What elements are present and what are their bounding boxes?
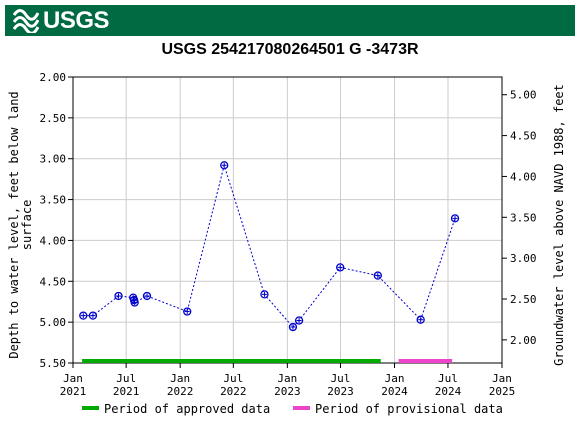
left-y-axis: 2.00 2.50 3.00 3.50 4.00 4.50 5.00 5.50 xyxy=(40,71,73,370)
data-point xyxy=(79,311,88,320)
approval-periods xyxy=(82,359,453,363)
data-point-ring xyxy=(288,322,298,332)
usgs-header-bar: USGS xyxy=(5,5,575,36)
data-point-ring xyxy=(416,315,425,324)
data-point-ring xyxy=(88,311,98,320)
data-point-ring xyxy=(373,271,382,280)
x-tick-year: 2023 xyxy=(327,385,354,398)
x-tick-month: Jan xyxy=(492,372,512,385)
data-point-ring xyxy=(450,214,460,223)
right-tick-label: 4.00 xyxy=(510,170,537,183)
left-tick-label: 3.00 xyxy=(40,153,67,166)
data-point-ring xyxy=(260,290,269,299)
x-tick-month: Jan xyxy=(385,372,405,385)
x-tick-year: 2021 xyxy=(113,385,140,398)
x-tick-year: 2023 xyxy=(274,385,301,398)
approval-period-bar xyxy=(398,359,453,363)
data-series xyxy=(79,161,460,332)
x-tick-year: 2021 xyxy=(60,385,87,398)
legend-label: Period of provisional data xyxy=(315,402,503,416)
chart-title: USGS 254217080264501 G -3473R xyxy=(161,41,419,58)
data-point xyxy=(373,271,382,280)
x-tick-year: 2024 xyxy=(435,385,462,398)
x-tick-year: 2022 xyxy=(220,385,247,398)
data-point-ring xyxy=(114,291,123,301)
x-tick-year: 2022 xyxy=(167,385,194,398)
usgs-logo-text: USGS xyxy=(43,7,110,34)
x-tick-month: Jul xyxy=(438,372,458,385)
right-tick-label: 3.50 xyxy=(510,211,537,224)
usgs-logo[interactable]: USGS xyxy=(13,7,110,34)
left-tick-label: 4.50 xyxy=(40,275,67,288)
x-tick-month: Jan xyxy=(277,372,297,385)
usgs-wave-icon xyxy=(13,9,39,33)
x-tick-month: Jan xyxy=(170,372,190,385)
right-tick-label: 3.00 xyxy=(510,252,537,265)
data-point-ring xyxy=(294,316,304,325)
left-tick-label: 3.50 xyxy=(40,194,67,207)
y-axis-label-right: Groundwater level above NAVD 1988, feet xyxy=(552,84,566,366)
data-point-ring xyxy=(130,298,139,307)
legend-swatch xyxy=(293,406,310,410)
data-point xyxy=(220,161,229,170)
data-point xyxy=(336,263,345,272)
data-point xyxy=(260,290,269,299)
right-tick-label: 5.00 xyxy=(510,89,537,102)
x-tick-year: 2024 xyxy=(381,385,408,398)
x-tick-year: 2025 xyxy=(489,385,516,398)
y-axis-label-left-line1: Depth to water level, feet below land xyxy=(7,91,21,358)
data-point-ring xyxy=(142,291,152,301)
right-y-axis: 2.00 2.50 3.00 3.50 4.00 4.50 5.00 xyxy=(502,89,537,347)
legend-label: Period of approved data xyxy=(104,402,270,416)
data-point-ring xyxy=(220,161,229,170)
approval-period-bar xyxy=(82,359,381,363)
legend-swatch xyxy=(82,406,99,410)
x-tick-month: Jan xyxy=(63,372,83,385)
right-tick-label: 2.00 xyxy=(510,334,537,347)
legend: Period of approved data Period of provisi… xyxy=(82,402,503,416)
data-point xyxy=(114,291,123,301)
data-point-ring xyxy=(336,263,345,272)
right-tick-label: 4.50 xyxy=(510,130,537,143)
left-tick-label: 2.00 xyxy=(40,71,67,84)
data-point xyxy=(288,322,298,332)
x-tick-month: Jul xyxy=(223,372,243,385)
left-tick-label: 4.00 xyxy=(40,234,67,247)
data-point xyxy=(142,291,152,301)
data-point xyxy=(416,315,425,324)
data-point xyxy=(88,311,98,320)
x-tick-month: Jul xyxy=(331,372,351,385)
left-tick-label: 5.50 xyxy=(40,357,67,370)
x-axis: Jan2021Jul2021Jan2022Jul2022Jan2023Jul20… xyxy=(60,363,516,398)
data-point xyxy=(294,316,304,325)
data-point xyxy=(130,298,139,307)
data-point-ring xyxy=(79,311,88,320)
x-tick-month: Jul xyxy=(116,372,136,385)
left-tick-label: 2.50 xyxy=(40,112,67,125)
data-point xyxy=(450,214,460,223)
grid-lines xyxy=(73,77,502,363)
left-tick-label: 5.00 xyxy=(40,316,67,329)
y-axis-label-left-line2: surface xyxy=(20,200,34,251)
data-point xyxy=(183,307,192,316)
series-line xyxy=(83,163,456,328)
right-tick-label: 2.50 xyxy=(510,293,537,306)
data-point-ring xyxy=(183,307,192,316)
